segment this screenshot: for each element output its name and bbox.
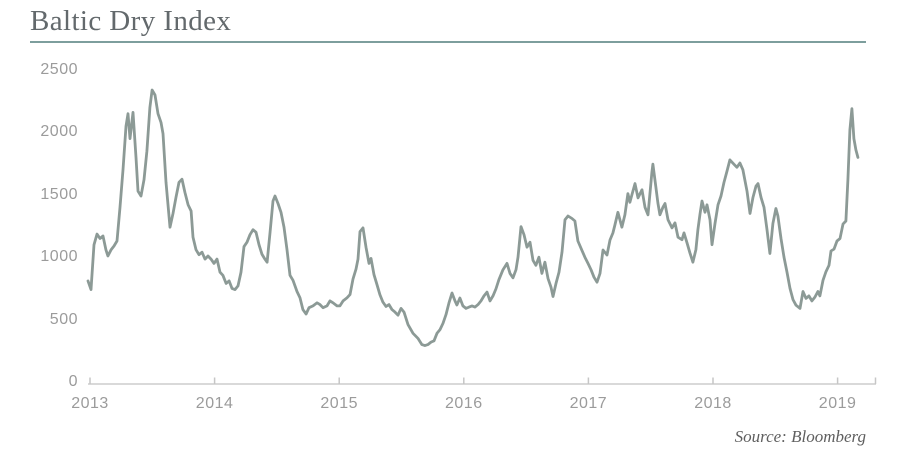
y-tick-label: 1500 [40,185,78,203]
y-tick-label: 0 [68,373,78,390]
x-tick-label: 2017 [569,395,608,412]
x-tick-label: 2014 [195,395,234,412]
y-tick-label: 500 [49,310,78,328]
y-tick-label: 2000 [40,123,78,141]
x-tick-label: 2018 [694,395,732,412]
x-tick-label: 2013 [71,395,109,412]
index-line-series [86,88,860,348]
y-tick-label: 2500 [40,61,78,78]
source-credit: Source: Bloomberg [734,427,866,446]
x-tick-label: 2019 [818,395,857,412]
x-axis-ticks [89,377,877,384]
page-title: Baltic Dry Index [30,5,232,37]
x-tick-label: 2015 [320,395,358,412]
y-tick-label: 1000 [40,248,78,266]
title-underline [30,41,866,43]
x-tick-label: 2016 [445,395,483,412]
